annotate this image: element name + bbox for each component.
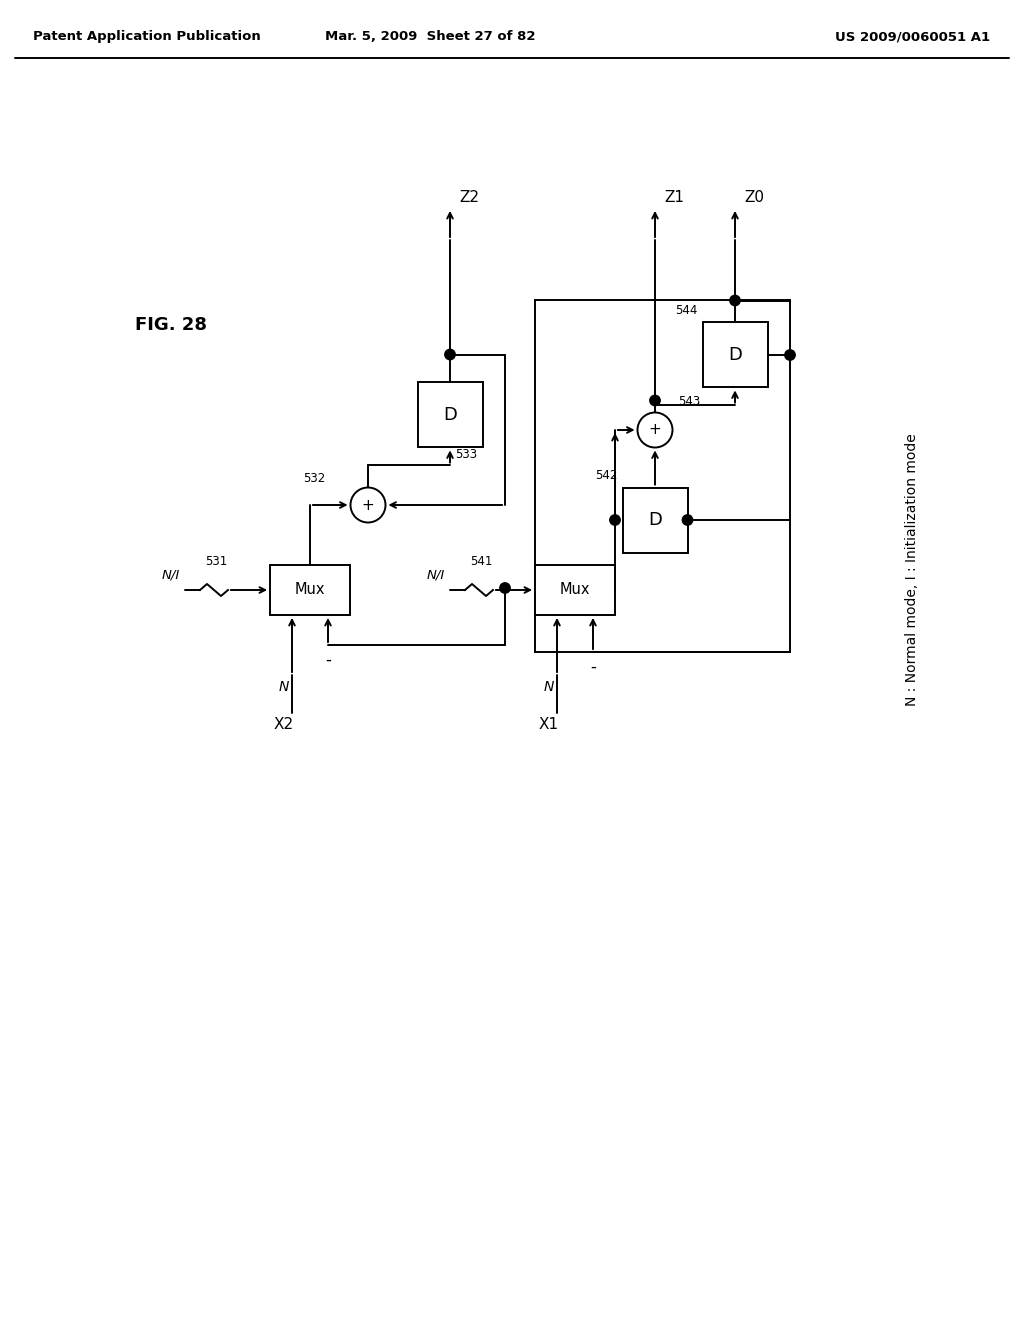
- Text: N: N: [544, 680, 554, 694]
- Text: -: -: [325, 651, 331, 669]
- FancyBboxPatch shape: [623, 487, 687, 553]
- Circle shape: [784, 350, 796, 360]
- FancyBboxPatch shape: [418, 383, 482, 447]
- Text: D: D: [648, 511, 662, 529]
- Text: -: -: [590, 657, 596, 676]
- Text: N/I: N/I: [427, 569, 445, 582]
- Text: US 2009/0060051 A1: US 2009/0060051 A1: [835, 30, 990, 44]
- Text: N/I: N/I: [162, 569, 180, 582]
- Circle shape: [350, 487, 385, 523]
- Text: +: +: [361, 498, 375, 512]
- Circle shape: [444, 350, 456, 360]
- Text: X2: X2: [274, 717, 294, 733]
- Circle shape: [500, 583, 510, 593]
- Text: FIG. 28: FIG. 28: [135, 315, 207, 334]
- Text: 532: 532: [303, 473, 326, 484]
- FancyBboxPatch shape: [702, 322, 768, 388]
- Circle shape: [638, 412, 673, 447]
- FancyBboxPatch shape: [270, 565, 350, 615]
- Text: Z1: Z1: [664, 190, 684, 206]
- Circle shape: [682, 515, 692, 525]
- FancyBboxPatch shape: [535, 565, 615, 615]
- Text: +: +: [648, 422, 662, 437]
- Circle shape: [730, 296, 740, 306]
- Text: N : Normal mode, I : Initialization mode: N : Normal mode, I : Initialization mode: [905, 434, 919, 706]
- Text: Mux: Mux: [560, 582, 590, 598]
- Text: Z0: Z0: [744, 190, 764, 206]
- Text: 531: 531: [205, 554, 227, 568]
- Circle shape: [650, 395, 660, 405]
- Text: Patent Application Publication: Patent Application Publication: [33, 30, 261, 44]
- Text: 541: 541: [470, 554, 493, 568]
- Text: X1: X1: [539, 717, 559, 733]
- Text: D: D: [728, 346, 742, 364]
- Text: 533: 533: [455, 449, 477, 462]
- Circle shape: [610, 515, 621, 525]
- Text: Z2: Z2: [459, 190, 479, 206]
- Text: 543: 543: [679, 395, 700, 408]
- Text: N: N: [279, 680, 289, 694]
- Text: 544: 544: [675, 304, 697, 317]
- Text: D: D: [443, 407, 457, 424]
- Text: 542: 542: [595, 469, 617, 482]
- Text: Mar. 5, 2009  Sheet 27 of 82: Mar. 5, 2009 Sheet 27 of 82: [325, 30, 536, 44]
- Text: Mux: Mux: [295, 582, 326, 598]
